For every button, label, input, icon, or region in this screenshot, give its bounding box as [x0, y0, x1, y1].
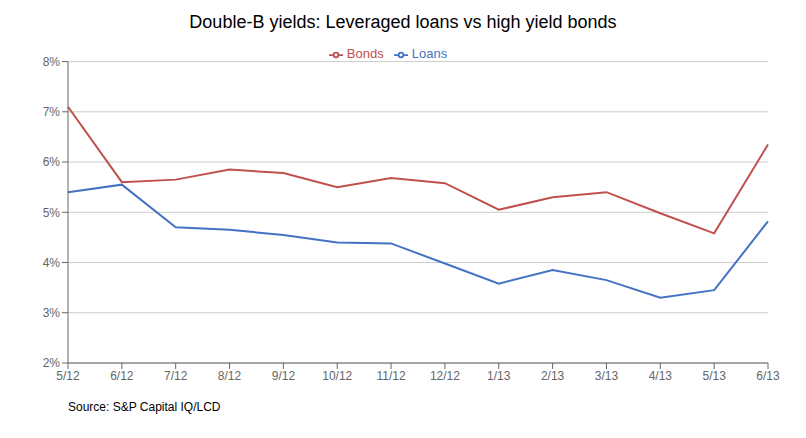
svg-text:5%: 5% — [43, 206, 61, 220]
svg-text:5/12: 5/12 — [56, 369, 80, 383]
svg-text:7/12: 7/12 — [164, 369, 188, 383]
svg-text:11/12: 11/12 — [377, 369, 406, 383]
svg-text:8%: 8% — [43, 55, 61, 69]
svg-text:3/13: 3/13 — [595, 369, 619, 383]
svg-text:3%: 3% — [43, 306, 61, 320]
svg-text:2/13: 2/13 — [541, 369, 565, 383]
svg-text:8/12: 8/12 — [218, 369, 242, 383]
svg-text:4/13: 4/13 — [649, 369, 673, 383]
svg-text:2%: 2% — [43, 356, 61, 370]
html-text:Loans: Loans — [411, 46, 448, 61]
svg-text:9/12: 9/12 — [272, 369, 296, 383]
html-text:Bonds: Bonds — [346, 46, 384, 61]
svg-text:6/12: 6/12 — [110, 369, 134, 383]
svg-text:5/13: 5/13 — [702, 369, 726, 383]
html-text:Double-B yields: Leveraged loa: Double-B yields: Leveraged loans vs high… — [189, 12, 617, 32]
svg-text:1/13: 1/13 — [487, 369, 511, 383]
html-text:Source: S&P Capital IQ/LCD: Source: S&P Capital IQ/LCD — [68, 400, 221, 414]
svg-text:6%: 6% — [43, 155, 61, 169]
svg-text:7%: 7% — [43, 105, 61, 119]
svg-text:10/12: 10/12 — [322, 369, 352, 383]
svg-text:4%: 4% — [43, 256, 61, 270]
svg-text:6/13: 6/13 — [756, 369, 780, 383]
svg-text:12/12: 12/12 — [430, 369, 460, 383]
